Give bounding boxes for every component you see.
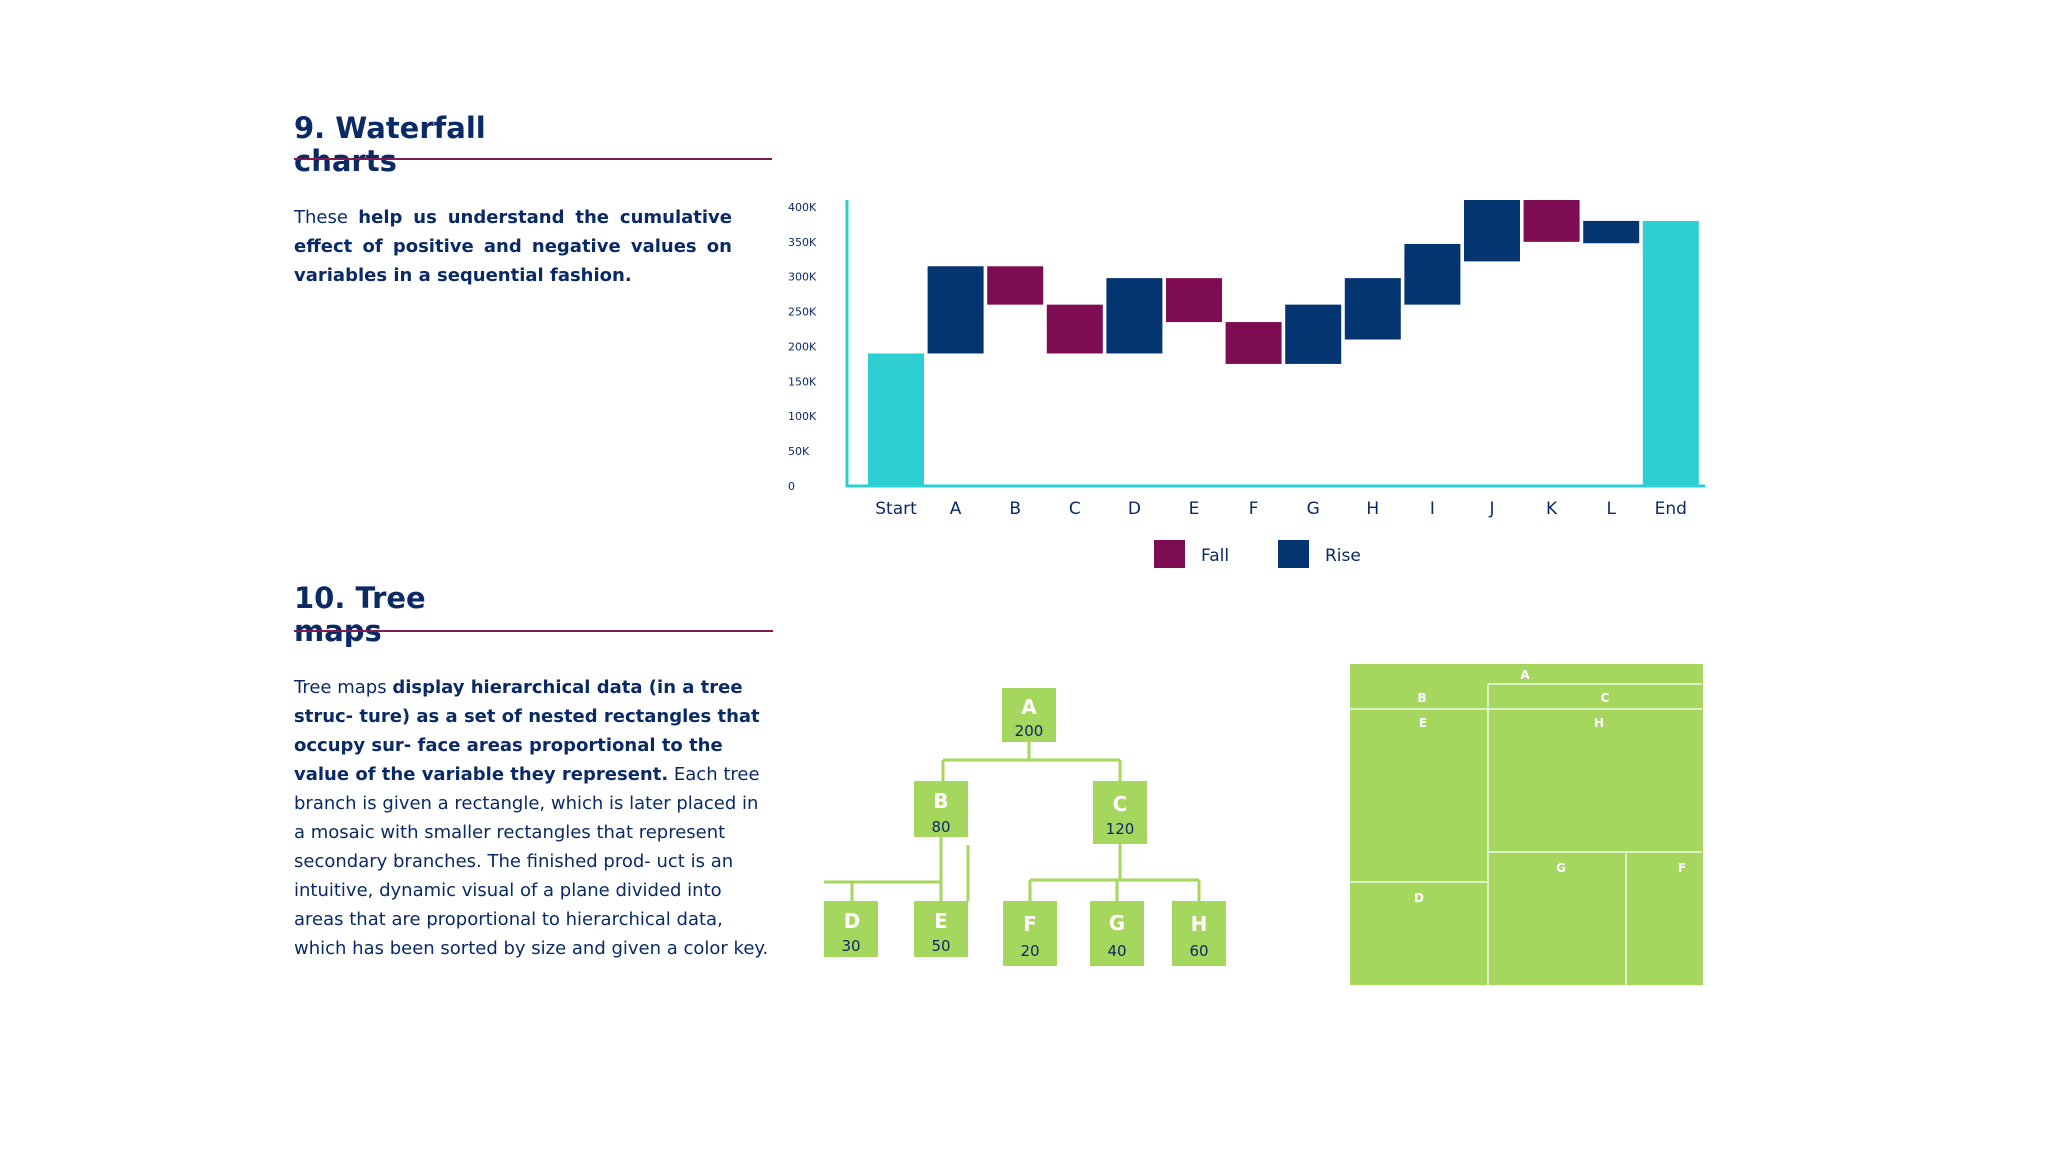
tree-node-e: E 50 [914, 901, 968, 957]
waterfall-bar-i [1404, 243, 1461, 305]
waterfall-bar-c [1046, 304, 1103, 354]
x-tick-label: B [1009, 499, 1021, 519]
x-tick-label: J [1488, 499, 1494, 519]
waterfall-bar-b [987, 266, 1044, 305]
waterfall-bar-start [868, 353, 924, 486]
treemap-label-g: G [1556, 861, 1566, 875]
tree-node-d-value: 30 [841, 937, 860, 955]
treemap: A B C E H D G F [1350, 664, 1703, 985]
legend-fall-swatch [1154, 540, 1185, 568]
x-tick-label: I [1430, 499, 1435, 519]
x-tick-label: E [1189, 499, 1200, 519]
y-tick-label: 150K [788, 375, 817, 388]
legend-rise-swatch [1278, 540, 1309, 568]
tree-node-a: A 200 [1002, 688, 1056, 742]
section-10-heading: 10. Tree maps [294, 582, 426, 648]
waterfall-bar-e [1166, 278, 1222, 323]
section-9-para-bold: help us understand the cumulative effect… [294, 207, 732, 286]
waterfall-bar-j [1464, 200, 1520, 262]
tree-node-d-label: D [844, 909, 861, 933]
tree-node-d: D 30 [824, 901, 878, 957]
tree-node-g-value: 40 [1107, 942, 1126, 960]
waterfall-bar-end [1642, 220, 1699, 487]
waterfall-bar-h [1344, 278, 1401, 340]
section-10-para-lead: Tree maps [294, 677, 393, 698]
tree-node-b: B 80 [914, 781, 968, 837]
tree-node-a-label: A [1021, 695, 1037, 719]
section-10-para-rest: Each tree branch is given a rectangle, w… [294, 764, 769, 959]
tree-node-h-label: H [1191, 912, 1208, 936]
tree-node-e-value: 50 [931, 937, 950, 955]
waterfall-bar-k [1523, 200, 1580, 242]
section-10-heading-line1: 10. Tree [294, 581, 426, 615]
section-9-heading: 9. Waterfall charts [294, 112, 486, 178]
waterfall-bar-f [1225, 322, 1282, 364]
x-tick-label: F [1249, 499, 1259, 519]
waterfall-x-ticks: Start A B C D E F G H I J K L End [875, 499, 1687, 519]
section-9-paragraph: These help us understand the cumulative … [294, 203, 732, 290]
waterfall-bar-a [927, 266, 984, 354]
x-tick-label: D [1128, 499, 1141, 519]
waterfall-bar-g [1285, 304, 1342, 364]
tree-node-g-label: G [1109, 911, 1125, 935]
waterfall-bar-l [1583, 220, 1640, 244]
y-tick-label: 50K [788, 445, 810, 458]
x-tick-label: C [1069, 499, 1081, 519]
tree-node-e-label: E [934, 909, 948, 933]
tree-node-c: C 120 [1093, 781, 1147, 844]
y-tick-label: 350K [788, 236, 817, 249]
treemap-label-c: C [1601, 691, 1610, 705]
x-tick-label: A [950, 499, 962, 519]
tree-node-h-value: 60 [1189, 942, 1208, 960]
tree-node-h: H 60 [1172, 901, 1226, 966]
waterfall-legend: Fall Rise [1154, 540, 1361, 568]
tree-node-a-value: 200 [1015, 722, 1044, 740]
legend-fall-label: Fall [1201, 546, 1229, 566]
x-tick-label: G [1307, 499, 1320, 519]
tree-node-c-label: C [1113, 792, 1128, 816]
y-tick-label: 300K [788, 271, 817, 284]
treemap-dividers [1350, 683, 1702, 985]
y-tick-label: 0 [788, 480, 795, 493]
waterfall-bar-d [1106, 278, 1163, 354]
tree-node-f-label: F [1023, 912, 1037, 936]
x-tick-label: Start [875, 499, 917, 519]
x-tick-label: End [1655, 499, 1687, 519]
y-tick-label: 250K [788, 306, 817, 319]
treemap-area [1350, 664, 1703, 985]
legend-rise-label: Rise [1325, 546, 1361, 566]
tree-connectors [824, 742, 1201, 901]
section-10-rule [294, 630, 773, 632]
tree-node-g: G 40 [1090, 901, 1144, 966]
tree-diagram: A 200 B 80 C 120 D 30 E 50 F 20 G 40 H 6… [824, 688, 1226, 966]
tree-node-c-value: 120 [1106, 820, 1135, 838]
treemap-label-f: F [1678, 861, 1686, 875]
waterfall-bars [868, 200, 1699, 487]
tree-node-f: F 20 [1003, 901, 1057, 966]
section-9-para-lead: These [294, 207, 359, 228]
tree-node-b-value: 80 [931, 818, 950, 836]
x-tick-label: K [1546, 499, 1558, 519]
x-tick-label: L [1606, 499, 1616, 519]
treemap-labels: A B C E H D G F [1414, 668, 1686, 905]
section-10-paragraph: Tree maps display hierarchical data (in … [294, 673, 774, 963]
waterfall-chart: 0 50K 100K 150K 200K 250K 300K 350K 400K Start A B… [788, 200, 1705, 568]
y-tick-label: 400K [788, 201, 817, 214]
section-10-para-bold: display hierarchical data (in a tree str… [294, 677, 760, 785]
section-9-heading-line1: 9. Waterfall [294, 111, 486, 145]
tree-node-b-label: B [933, 789, 948, 813]
section-9-rule [294, 158, 772, 160]
treemap-label-b: B [1417, 691, 1426, 705]
treemap-label-d: D [1414, 891, 1424, 905]
treemap-label-e: E [1419, 716, 1427, 730]
y-tick-label: 200K [788, 340, 817, 353]
waterfall-y-ticks: 0 50K 100K 150K 200K 250K 300K 350K 400K [788, 201, 817, 493]
y-tick-label: 100K [788, 410, 817, 423]
treemap-label-a: A [1520, 668, 1530, 682]
section-9-heading-line2: charts [294, 144, 397, 178]
treemap-label-h: H [1594, 716, 1604, 730]
tree-node-f-value: 20 [1020, 942, 1039, 960]
x-tick-label: H [1366, 499, 1379, 519]
